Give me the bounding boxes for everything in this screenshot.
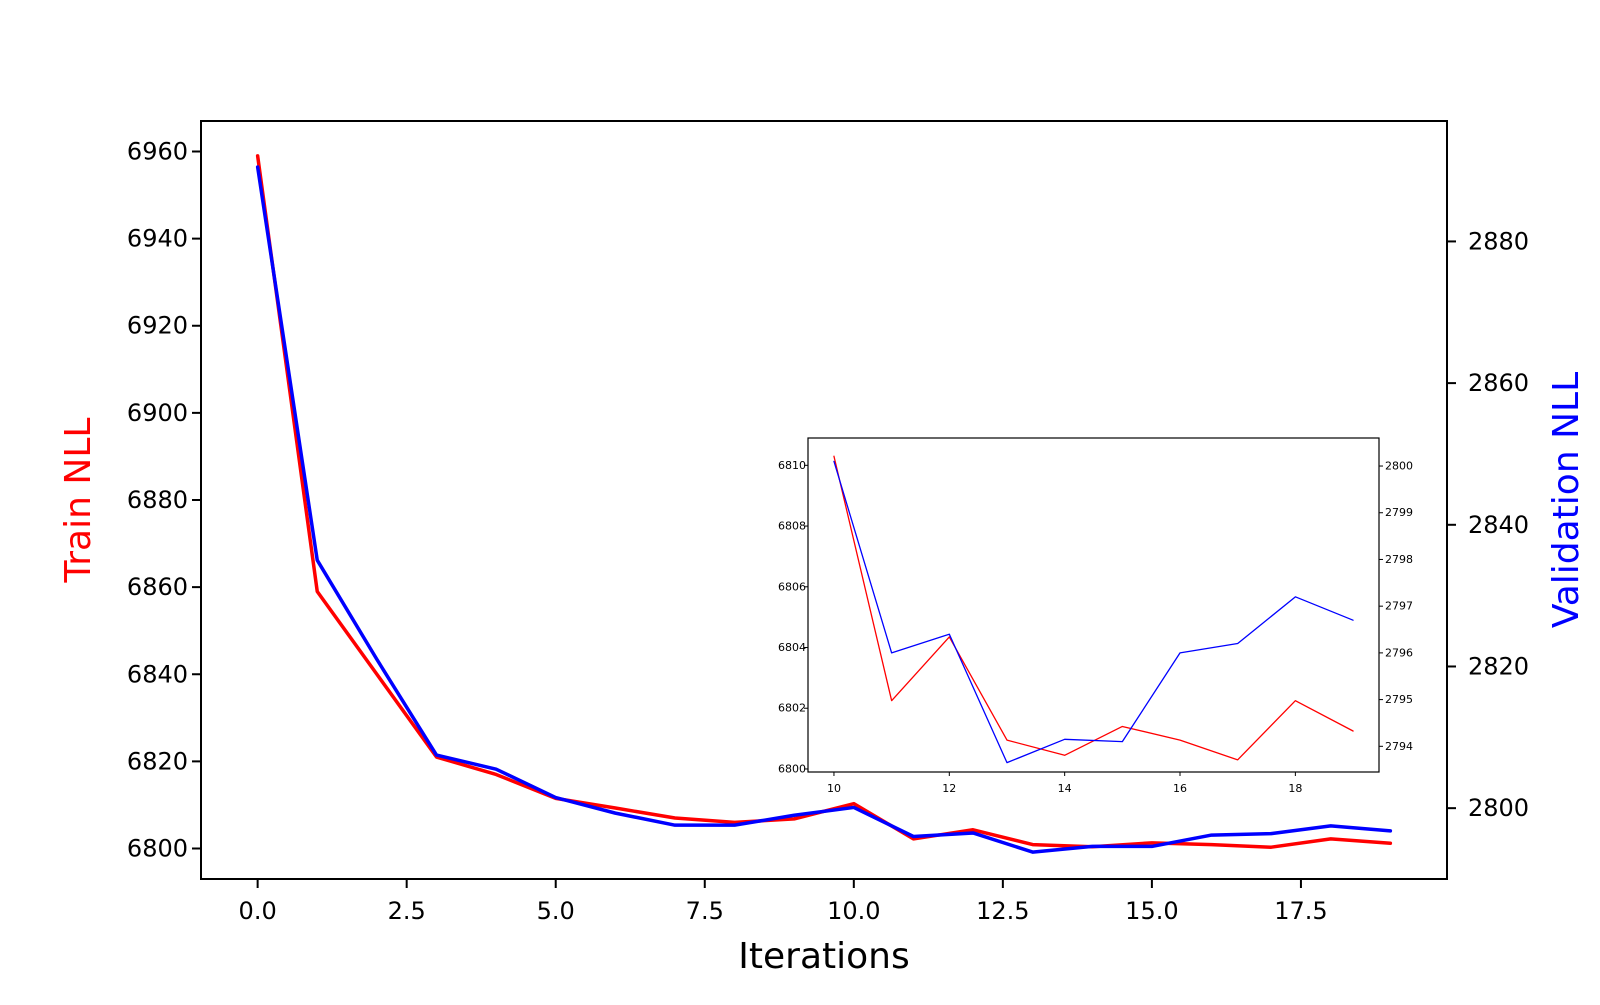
inset-y-right-tick-label: 2794 — [1385, 740, 1413, 753]
y-left-tick-label: 6900 — [127, 399, 188, 427]
inset-y-left-tick-label: 6800 — [778, 762, 806, 775]
x-tick-label: 10.0 — [827, 897, 880, 925]
x-tick-label: 17.5 — [1274, 897, 1327, 925]
y-left-tick-label: 6960 — [127, 137, 188, 165]
inset-y-left-tick-label: 6802 — [778, 702, 806, 715]
x-axis-label: Iterations — [738, 936, 909, 977]
inset-y-left-tick-label: 6804 — [778, 641, 806, 654]
x-tick-label: 2.5 — [388, 897, 426, 925]
y-left-tick-label: 6880 — [127, 486, 188, 514]
y-right-tick-label: 2860 — [1468, 369, 1529, 397]
x-tick-label: 5.0 — [537, 897, 575, 925]
y-left-tick-label: 6840 — [127, 660, 188, 688]
y-axis-left-label: Train NLL — [58, 418, 99, 584]
inset-y-right-tick-label: 2798 — [1385, 553, 1413, 566]
inset-plot-area: 10 12 14 16 18 6800 6802 6804 6806 6808 6810 2794 27… — [778, 437, 1413, 795]
inset-x-tick-label: 14 — [1058, 782, 1072, 795]
inset-plot-frame — [807, 437, 1380, 773]
x-tick-label: 0.0 — [239, 897, 277, 925]
series-line-validation — [255, 165, 1393, 854]
y-left-tick-label: 6820 — [127, 747, 188, 775]
x-tick-label: 7.5 — [686, 897, 724, 925]
y-right-tick-label: 2880 — [1468, 227, 1529, 255]
x-tick-label: 12.5 — [976, 897, 1029, 925]
inset-x-tick-label: 10 — [827, 782, 841, 795]
y-right-tick-label: 2820 — [1468, 652, 1529, 680]
inset-y-left-tick-label: 6806 — [778, 580, 806, 593]
y-axis-right-label: Validation NLL — [1546, 372, 1587, 628]
inset-y-left-tick-label: 6810 — [778, 459, 806, 472]
y-left-tick-label: 6920 — [127, 312, 188, 340]
inset-x-tick-label: 16 — [1173, 782, 1187, 795]
inset-y-right-tick-label: 2796 — [1385, 646, 1413, 659]
inset-y-right-tick-label: 2799 — [1385, 506, 1413, 519]
x-tick-label: 15.0 — [1125, 897, 1178, 925]
inset-y-right-tick-label: 2795 — [1385, 693, 1413, 706]
inset-series-line-validation — [833, 460, 1354, 764]
inset-y-left-tick-label: 6808 — [778, 520, 806, 533]
inset-x-tick-label: 12 — [942, 782, 956, 795]
inset-x-tick-label: 18 — [1288, 782, 1302, 795]
inset-plot-background — [808, 438, 1379, 772]
y-left-tick-label: 6940 — [127, 225, 188, 253]
y-left-tick-label: 6860 — [127, 573, 188, 601]
y-right-tick-label: 2840 — [1468, 511, 1529, 539]
inset-y-right-tick-label: 2800 — [1385, 460, 1413, 473]
inset-y-right-tick-label: 2797 — [1385, 600, 1413, 613]
y-left-tick-label: 6800 — [127, 835, 188, 863]
y-right-tick-label: 2800 — [1468, 794, 1529, 822]
